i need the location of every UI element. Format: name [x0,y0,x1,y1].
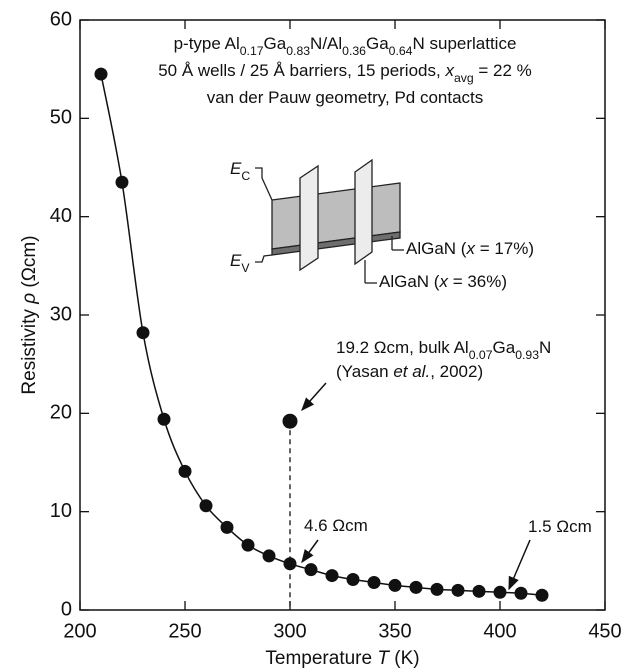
data-point [325,569,339,583]
data-point [241,538,255,552]
band-diagram [255,158,404,284]
text-part: 1.5 Ωcm [528,517,592,536]
x-tick-label: 450 [588,620,621,642]
data-point [535,588,549,602]
annotation-title: van der Pauw geometry, Pd contacts [207,88,484,107]
text-part: 4.6 Ωcm [304,516,368,535]
inset-label: AlGaN (x = 36%) [379,272,507,291]
text-part: x [465,239,475,258]
data-point [94,67,108,81]
data-point [178,464,192,478]
text-part: (Yasan [336,362,393,381]
text-part: 0.64 [389,44,413,58]
x-tick-label: 200 [63,620,96,642]
inset-label: EV [230,251,250,275]
annotation: 1.5 Ωcm [528,517,592,536]
data-point [367,575,381,589]
text-part: = 17%) [475,239,534,258]
x-tick-label: 250 [168,620,201,642]
text-part: 50 Å wells / 25 Å barriers, 15 periods, [158,61,445,80]
data-point [514,586,528,600]
annotation: 19.2 Ωcm, bulk Al0.07Ga0.93N [336,338,551,362]
y-tick-label: 30 [50,303,72,325]
y-tick-label: 40 [50,205,72,227]
text-part: x [444,61,454,80]
text-part: Resistivity [19,304,40,395]
x-axis-title: Temperature T (K) [265,648,419,669]
data-point [199,499,213,513]
text-part: N/Al [310,34,342,53]
text-part: AlGaN ( [406,239,467,258]
text-part: Ga [264,34,287,53]
data-point [157,412,171,426]
data-point [430,582,444,596]
y-axis-title: Resistivity ρ (Ωcm) [19,235,40,394]
x-tick-label: 300 [273,620,306,642]
text-part: van der Pauw geometry, Pd contacts [207,88,484,107]
inset-label: EC [230,159,250,183]
text-part: 0.07 [469,348,493,362]
text-part: E [230,251,242,270]
reference-point [282,413,298,429]
text-part: x [438,272,448,291]
text-part: ρ [19,293,40,305]
text-part: Ga [493,338,516,357]
data-point [283,557,297,571]
data-point [346,573,360,587]
annotation-title: 50 Å wells / 25 Å barriers, 15 periods, … [158,61,532,85]
text-part: (Ωcm) [19,235,40,292]
inset-label: AlGaN (x = 17%) [406,239,534,258]
text-part: 0.93 [515,348,539,362]
text-part: N superlattice [412,34,516,53]
y-tick-label: 60 [50,8,72,30]
text-part: N [539,338,551,357]
text-part: Ga [366,34,389,53]
annotation: 4.6 Ωcm [304,516,368,535]
data-point [451,583,465,597]
y-tick-label: 0 [61,598,72,620]
text-part: Temperature [265,648,377,669]
text-part: p-type Al [174,34,240,53]
annotation: (Yasan et al., 2002) [336,362,483,381]
text-part: , 2002) [430,362,483,381]
text-part: et al. [393,362,430,381]
text-part: T [377,648,390,669]
text-part: V [241,261,250,275]
y-tick-label: 20 [50,402,72,424]
data-point [136,326,150,340]
text-part: 0.36 [342,44,366,58]
x-tick-label: 400 [483,620,516,642]
text-part: E [230,159,242,178]
text-part: 0.17 [240,44,264,58]
text-part: 19.2 Ωcm, bulk Al [336,338,469,357]
annotation-arrow [508,539,531,591]
data-point [262,549,276,563]
data-point [409,580,423,594]
text-part: = 36%) [448,272,507,291]
text-part: AlGaN ( [379,272,440,291]
data-point [388,578,402,592]
text-part: 0.83 [286,44,310,58]
annotation-title: p-type Al0.17Ga0.83N/Al0.36Ga0.64N super… [174,34,517,58]
text-part: C [241,169,250,183]
y-tick-label: 10 [50,500,72,522]
data-point [304,563,318,577]
x-tick-label: 350 [378,620,411,642]
text-part: avg [454,71,474,85]
data-point [472,584,486,598]
y-tick-label: 50 [50,107,72,129]
data-point [115,175,129,189]
data-point [220,520,234,534]
annotation-arrow [301,382,327,412]
data-point [493,585,507,599]
annotation-arrow [301,539,319,564]
text-part: = 22 % [474,61,532,80]
text-part: (K) [389,648,420,669]
